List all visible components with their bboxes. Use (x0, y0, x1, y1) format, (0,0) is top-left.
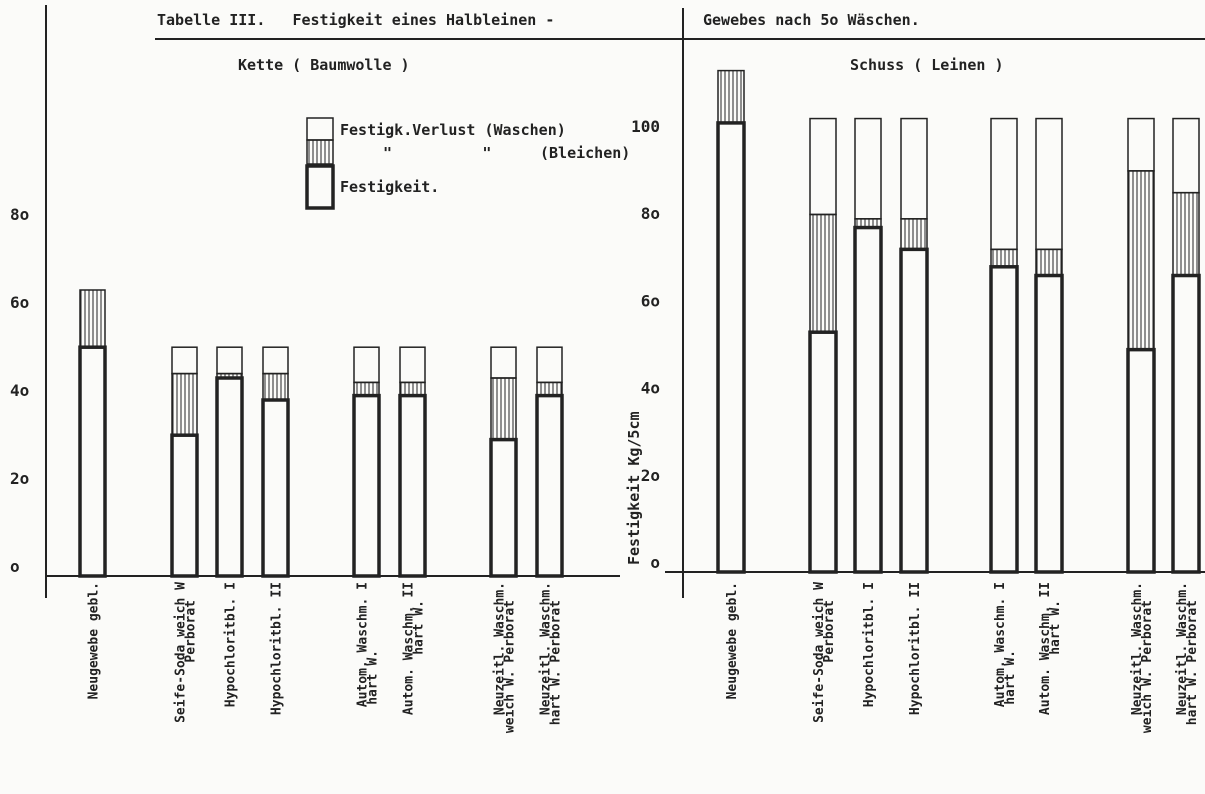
category-label: Hypochloritbl. I (862, 582, 877, 707)
category-label: Autom. Waschm. I (993, 582, 1008, 707)
bar-segment-wash-loss (536, 346, 563, 384)
bar-segment-strength (398, 393, 427, 578)
category-label-line2: Perborat (184, 600, 199, 663)
bar-segment-wash-loss (171, 346, 198, 375)
bar-segment-bleach-loss (171, 372, 198, 436)
bar-segment-bleach-loss (809, 213, 837, 333)
y-tick-label: 100 (631, 117, 660, 136)
category-label: Neuzeitl. Waschm. (493, 582, 508, 715)
category-label-line2: hart W. Perborat (1185, 600, 1200, 725)
bar-segment-bleach-loss (1035, 248, 1063, 277)
legend-label-bleach: (Bleichen) (540, 144, 630, 162)
category-label: Seife-Soda weich W (812, 582, 827, 723)
bar-segment-strength (853, 225, 883, 574)
bar-segment-wash-loss (809, 117, 837, 216)
bar-segment-wash-loss (490, 346, 517, 379)
bar-segment-bleach-loss (717, 69, 745, 124)
bar-segment-strength (489, 437, 518, 578)
y-tick-label: 4o (10, 381, 29, 400)
bar-segment-bleach-loss (1172, 191, 1200, 277)
left-panel: o 2o 4o 6o 8o Neugewebe gebl. Seife-Soda weich… (10, 5, 620, 733)
category-label-line2: hart W. (1003, 650, 1018, 705)
category-label: Autom. Waschm. I (356, 582, 371, 707)
left-panel-subtitle: Kette ( Baumwolle ) (238, 56, 410, 74)
legend-label-strength: Festigkeit. (340, 178, 439, 196)
bar-segment-bleach-loss (399, 381, 426, 397)
bar-segment-bleach-loss (79, 289, 106, 348)
category-label: Neuzeitl. Waschm. (1175, 582, 1190, 715)
category-label: Neugewebe gebl. (87, 582, 102, 699)
y-tick-label: 8o (641, 204, 660, 223)
category-label-line2: weich W. Perborat (1140, 600, 1155, 733)
category-label: Hypochloritbl. II (908, 582, 923, 715)
bar-segment-wash-loss (1172, 117, 1200, 194)
bar-segment-strength (352, 393, 381, 578)
legend-swatch-bleach (306, 139, 334, 165)
legend-label-wash: Festigk.Verlust (Waschen) (340, 121, 566, 139)
bar-segment-wash-loss (1035, 117, 1063, 251)
y-tick-label: 4o (641, 379, 660, 398)
y-tick-label: 6o (10, 293, 29, 312)
bar-segment-wash-loss (1127, 117, 1155, 172)
bar-segment-bleach-loss (490, 377, 517, 441)
bar-segment-strength (989, 265, 1019, 574)
category-label: Neugewebe gebl. (725, 582, 740, 699)
bar-segment-bleach-loss (262, 372, 289, 401)
legend-label-bleach-mark: " " (383, 144, 491, 162)
category-label-line2: hart W. (366, 650, 381, 705)
category-label-line2: weich W. Perborat (503, 600, 518, 733)
bar-segment-strength (535, 393, 564, 578)
bar-segment-strength (1171, 273, 1201, 574)
bar-segment-strength (716, 121, 746, 574)
category-label-line2: hart W. (412, 600, 427, 655)
category-label: Autom. Waschm. II (402, 582, 417, 715)
bar-segment-strength (170, 433, 199, 578)
y-tick-label: 2o (641, 466, 660, 485)
y-tick-label: 6o (641, 291, 660, 310)
bar-segment-wash-loss (900, 117, 928, 220)
bar-segment-strength (78, 345, 107, 578)
y-tick-label: 8o (10, 205, 29, 224)
chart-title-right: Gewebes nach 5o Wäschen. (703, 11, 920, 29)
y-tick-label: 2o (10, 469, 29, 488)
legend-swatch-strength (305, 164, 335, 210)
category-label-line2: hart W. Perborat (549, 600, 564, 725)
bar-segment-strength (215, 376, 244, 578)
bar-segment-bleach-loss (536, 381, 563, 397)
bar-segment-bleach-loss (900, 218, 928, 251)
category-label: Hypochloritbl. I (224, 582, 239, 707)
bar-segment-wash-loss (216, 346, 243, 375)
bar-segment-strength (899, 247, 929, 574)
right-panel-subtitle: Schuss ( Leinen ) (850, 56, 1004, 74)
category-label: Hypochloritbl. II (270, 582, 285, 715)
chart-title-left: Tabelle III. Festigkeit eines Halbleinen… (157, 11, 554, 29)
bar-segment-bleach-loss (990, 248, 1018, 268)
y-tick-label: o (10, 557, 20, 576)
legend-swatch-wash (306, 117, 334, 141)
legend: Festigk.Verlust (Waschen) " " (Bleichen)… (305, 117, 630, 210)
bar-segment-wash-loss (262, 346, 289, 375)
category-label: Autom. Waschm. II (1038, 582, 1053, 715)
category-label-line2: Perborat (822, 600, 837, 663)
bar-segment-strength (1126, 347, 1156, 574)
right-panel: o 2o 4o 6o 8o 100 Neugewebe gebl. Seife-Soda we… (631, 40, 1205, 733)
bar-segment-bleach-loss (353, 381, 380, 397)
bar-segment-wash-loss (399, 346, 426, 384)
y-tick-label: o (650, 553, 660, 572)
bar-segment-strength (261, 398, 290, 578)
category-label-line2: hart W. (1048, 600, 1063, 655)
bar-segment-strength (1034, 273, 1064, 574)
bar-segment-bleach-loss (1127, 170, 1155, 351)
category-label: Seife-Soda weich W (174, 582, 189, 723)
bar-segment-wash-loss (854, 117, 882, 220)
y-axis-title: Festigkeit Kg/5cm (625, 411, 643, 565)
category-label: Neuzeitl. Waschm. (539, 582, 554, 715)
bar-segment-wash-loss (353, 346, 380, 384)
bar-segment-wash-loss (990, 117, 1018, 251)
category-label: Neuzeitl. Waschm. (1130, 582, 1145, 715)
bar-segment-strength (808, 330, 838, 574)
